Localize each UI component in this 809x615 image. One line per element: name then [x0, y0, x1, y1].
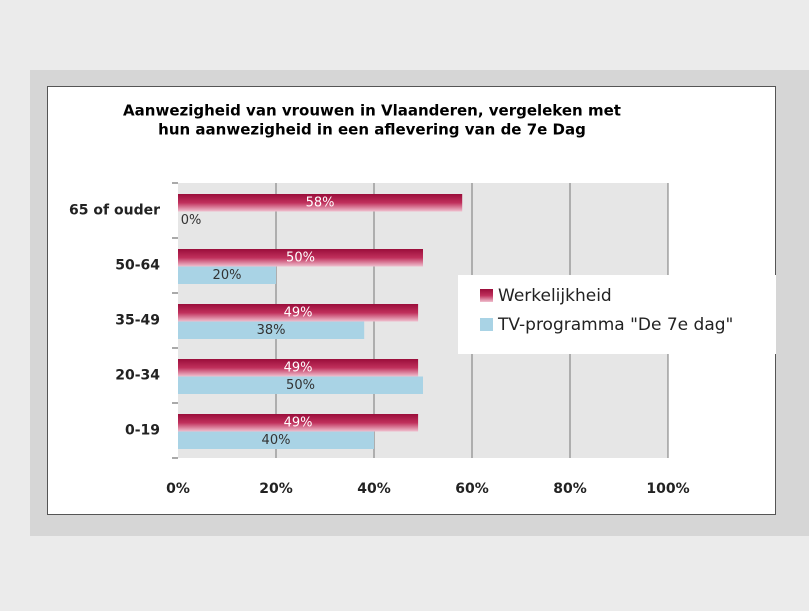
data-label: 49%: [284, 416, 313, 431]
legend-box: [458, 275, 776, 354]
legend-label: Werkelijkheid: [498, 286, 612, 306]
chart-title: Aanwezigheid van vrouwen in Vlaanderen, …: [123, 102, 621, 120]
bar: [178, 359, 419, 377]
y-tick-label: 65 of ouder: [69, 203, 160, 219]
y-tick-label: 50-64: [115, 258, 160, 274]
legend-swatch: [480, 318, 493, 331]
bar: [178, 194, 463, 212]
y-tick-label: 20-34: [115, 368, 160, 384]
x-tick-label: 0%: [166, 481, 190, 497]
x-tick-label: 100%: [646, 481, 689, 497]
x-tick-label: 60%: [455, 481, 489, 497]
y-tick-label: 0-19: [125, 423, 160, 439]
bar: [178, 249, 423, 267]
bar: [178, 376, 423, 394]
bar: [178, 266, 276, 284]
data-label: 38%: [257, 323, 286, 338]
legend-label: TV-programma "De 7e dag": [497, 315, 733, 335]
data-label: 49%: [284, 361, 313, 376]
x-tick-label: 40%: [357, 481, 391, 497]
data-label: 58%: [306, 196, 335, 211]
x-tick-label: 80%: [553, 481, 587, 497]
data-label: 50%: [286, 251, 315, 266]
y-tick-label: 35-49: [115, 313, 160, 329]
chart-title: hun aanwezigheid in een aflevering van d…: [158, 121, 586, 139]
bar: [178, 431, 374, 449]
data-label: 50%: [286, 378, 315, 393]
x-tick-label: 20%: [259, 481, 293, 497]
bar: [178, 304, 419, 322]
data-label: 20%: [213, 268, 242, 283]
data-label: 49%: [284, 306, 313, 321]
legend-swatch: [480, 289, 493, 302]
data-label: 40%: [262, 433, 291, 448]
data-label: 0%: [181, 213, 202, 228]
bar: [178, 321, 365, 339]
bar: [178, 414, 419, 432]
